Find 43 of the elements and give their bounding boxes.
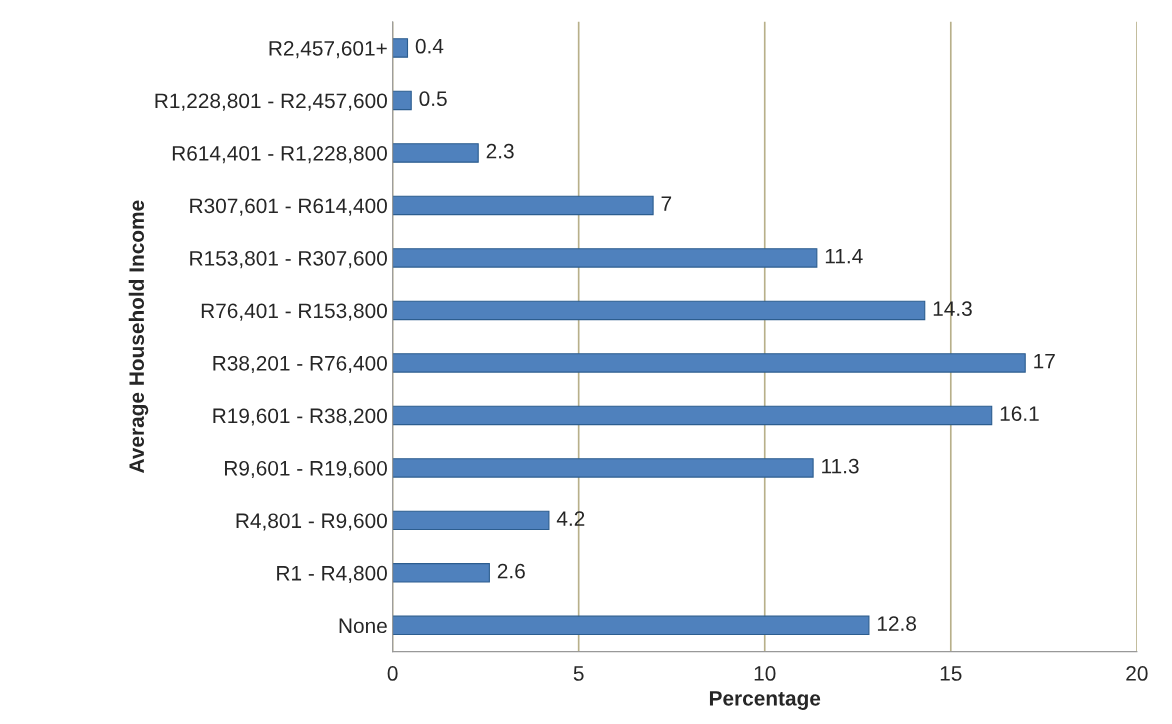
y-tick-label: R2,457,601+ (269, 40, 387, 59)
y-tick-label: R19,601 - R38,200 (213, 408, 387, 426)
bar (392, 458, 814, 478)
bar (392, 38, 409, 58)
bar (392, 90, 412, 111)
y-tick-label: R38,201 - R76,400 (213, 355, 387, 374)
bar (392, 353, 1026, 373)
bar (392, 405, 993, 426)
y-axis-title: Average Household Income (128, 200, 149, 473)
data-label: 0.4 (415, 38, 444, 54)
data-label: 7 (661, 196, 672, 211)
y-tick-label: R1,228,801 - R2,457,600 (155, 93, 387, 111)
bar (392, 510, 550, 531)
data-label: 11.3 (822, 458, 859, 474)
x-tick-label: 10 (754, 666, 776, 681)
y-tick-label: R614,401 - R1,228,800 (172, 145, 387, 164)
y-tick-label: R307,601 - R614,400 (190, 198, 387, 216)
y-tick-label: R4,801 - R9,600 (236, 513, 387, 531)
data-label: 17 (1034, 353, 1055, 369)
x-tick-label: 5 (573, 666, 584, 681)
data-label: 2.6 (497, 563, 525, 579)
bar (392, 300, 926, 321)
x-tick-label: 0 (387, 666, 398, 681)
data-label: 12.8 (877, 616, 916, 631)
data-label: 16.1 (1000, 406, 1039, 421)
y-tick-label: R153,801 - R307,600 (190, 250, 387, 269)
bar (392, 195, 654, 216)
data-label: 2.3 (486, 143, 514, 159)
data-label: 11.4 (825, 248, 863, 264)
bar (392, 143, 479, 163)
bar (392, 248, 818, 268)
data-label: 14.3 (933, 301, 972, 317)
x-tick-label: 20 (1126, 666, 1148, 681)
y-tick-label: R1 - R4,800 (277, 565, 387, 584)
y-tick-label: None (339, 618, 387, 634)
y-tick-label: R9,601 - R19,600 (225, 460, 387, 479)
bar (392, 563, 490, 583)
data-label: 4.2 (556, 511, 585, 526)
x-tick-label: 15 (940, 666, 962, 681)
y-tick-label: R76,401 - R153,800 (201, 303, 387, 321)
data-label: 0.5 (419, 91, 447, 107)
x-axis-title: Percentage (709, 691, 821, 710)
bar (392, 615, 870, 636)
